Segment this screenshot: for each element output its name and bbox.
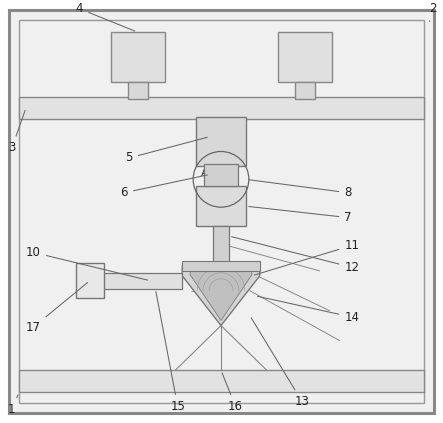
Bar (76, 263, 104, 298)
Text: 10: 10 (26, 246, 148, 280)
Polygon shape (190, 268, 252, 321)
Bar (213, 226, 229, 266)
Bar (101, 273, 182, 289)
Text: 3: 3 (8, 110, 25, 154)
Bar (204, 165, 238, 186)
Text: 4: 4 (76, 2, 135, 31)
Bar (196, 117, 246, 166)
Text: 7: 7 (249, 206, 352, 224)
Text: 6: 6 (120, 175, 207, 199)
Bar (19, 97, 424, 119)
Bar (128, 82, 148, 99)
Bar (278, 32, 332, 82)
Text: 11: 11 (254, 239, 359, 275)
Text: A: A (201, 168, 209, 179)
Bar (295, 82, 315, 99)
Text: 15: 15 (156, 291, 185, 413)
Text: 14: 14 (257, 296, 359, 324)
Text: 1: 1 (8, 395, 18, 416)
Bar (182, 261, 260, 271)
Polygon shape (182, 266, 260, 326)
Text: 17: 17 (26, 283, 88, 333)
Text: 8: 8 (249, 180, 352, 199)
Text: 2: 2 (429, 2, 436, 22)
Bar (196, 186, 246, 226)
Bar (19, 370, 424, 392)
Text: 13: 13 (251, 318, 310, 408)
Text: 16: 16 (222, 373, 243, 413)
Text: 12: 12 (232, 237, 359, 274)
Text: 5: 5 (125, 137, 207, 165)
Bar (111, 32, 165, 82)
